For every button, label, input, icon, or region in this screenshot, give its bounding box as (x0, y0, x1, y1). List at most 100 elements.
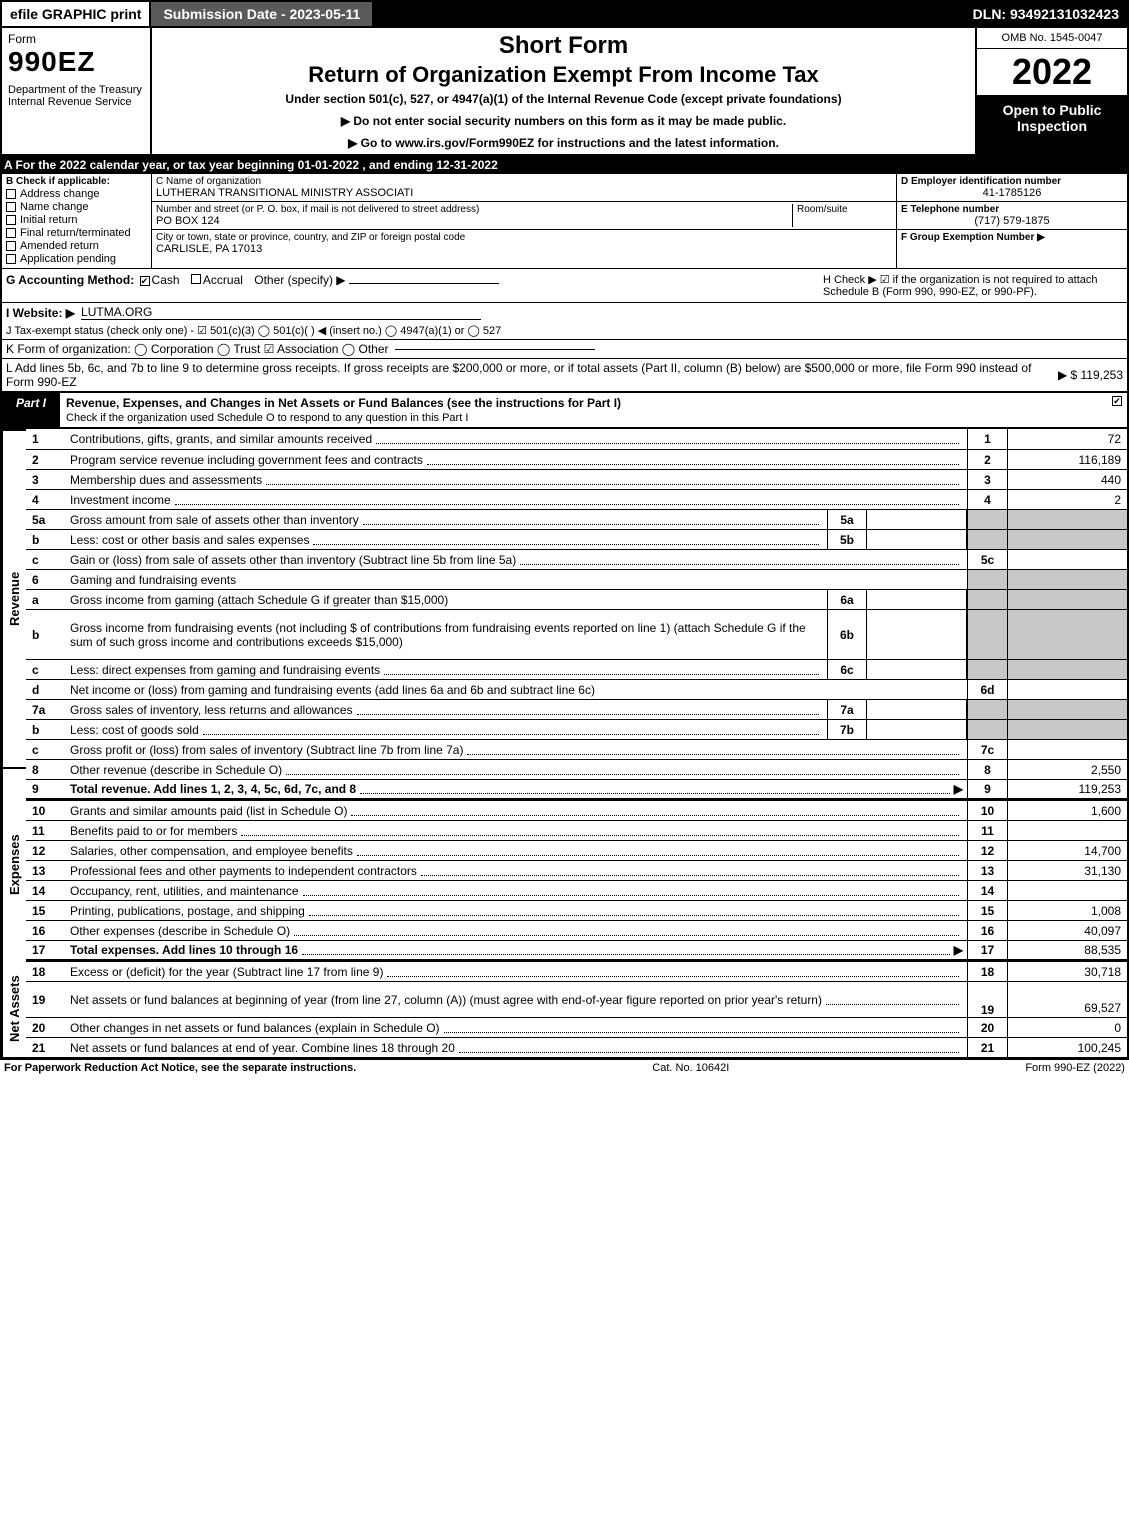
section-j-tax-status: J Tax-exempt status (check only one) - ☑… (0, 322, 1129, 339)
checkbox-icon (6, 241, 16, 251)
street-row: Number and street (or P. O. box, if mail… (152, 202, 896, 230)
mid-value (867, 720, 967, 739)
website-value[interactable]: LUTMA.ORG (81, 305, 481, 320)
dots-leader (459, 1043, 959, 1053)
chk-initial-return[interactable]: Initial return (6, 214, 147, 226)
checkbox-icon (6, 215, 16, 225)
form-header: Form 990EZ Department of the Treasury In… (0, 28, 1129, 156)
mid-value (867, 530, 967, 549)
chk-amended-return[interactable]: Amended return (6, 240, 147, 252)
line-desc: Benefits paid to or for members (66, 821, 967, 840)
tax-year: 2022 (977, 49, 1127, 96)
line-desc: Other revenue (describe in Schedule O) (66, 760, 967, 779)
dots-leader (302, 945, 950, 955)
chk-name-change[interactable]: Name change (6, 201, 147, 213)
desc-text: Occupancy, rent, utilities, and maintena… (70, 884, 299, 898)
line-5b: bLess: cost or other basis and sales exp… (26, 529, 1127, 549)
line-num: b (26, 610, 66, 659)
line-value-gray (1007, 590, 1127, 609)
line-desc: Gaming and fundraising events (66, 570, 967, 589)
desc-text: Benefits paid to or for members (70, 824, 237, 838)
desc-text: Total expenses. Add lines 10 through 16 (70, 943, 298, 957)
netassets-vlabel: Net Assets (2, 961, 26, 1057)
line-ref: 11 (967, 821, 1007, 840)
checkbox-icon (6, 202, 16, 212)
street-value: PO BOX 124 (156, 215, 792, 227)
checkbox-icon (6, 228, 16, 238)
arrow-icon: ▶ (954, 782, 963, 796)
line-value-gray (1007, 530, 1127, 549)
line-num: 16 (26, 921, 66, 940)
desc-text: Less: cost or other basis and sales expe… (70, 533, 309, 547)
desc-text: Membership dues and assessments (70, 473, 262, 487)
line-ref: 16 (967, 921, 1007, 940)
phone-row: E Telephone number (717) 579-1875 (897, 202, 1127, 230)
chk-address-change[interactable]: Address change (6, 188, 147, 200)
line-ref-gray (967, 570, 1007, 589)
mid-ref: 5b (827, 530, 867, 549)
line-num: 11 (26, 821, 66, 840)
dots-leader (175, 495, 959, 505)
line-value: 2 (1007, 490, 1127, 509)
line-value-gray (1007, 610, 1127, 659)
line-num: 20 (26, 1018, 66, 1037)
group-exemption-row: F Group Exemption Number ▶ (897, 230, 1127, 245)
line-num: a (26, 590, 66, 609)
subtitle: Under section 501(c), 527, or 4947(a)(1)… (160, 92, 967, 106)
line-ref: 14 (967, 881, 1007, 900)
accrual-label: Accrual (203, 273, 243, 287)
line-desc: Salaries, other compensation, and employ… (66, 841, 967, 860)
mid-ref: 6c (827, 660, 867, 679)
line-value: 31,130 (1007, 861, 1127, 880)
line-14: 14 Occupancy, rent, utilities, and mainte… (26, 880, 1127, 900)
line-num: c (26, 550, 66, 569)
ein-label: D Employer identification number (901, 176, 1123, 187)
line-value-gray (1007, 570, 1127, 589)
line-ref: 2 (967, 450, 1007, 469)
dots-leader (303, 886, 959, 896)
instructions-link[interactable]: ▶ Go to www.irs.gov/Form990EZ for instru… (160, 136, 967, 150)
line-13: 13Professional fees and other payments t… (26, 860, 1127, 880)
line-ref: 12 (967, 841, 1007, 860)
line-ref: 10 (967, 801, 1007, 820)
chk-application-pending[interactable]: Application pending (6, 253, 147, 265)
line-ref: 3 (967, 470, 1007, 489)
dots-leader (826, 995, 959, 1005)
line-desc: Contributions, gifts, grants, and simila… (66, 429, 967, 449)
dln-label: DLN: 93492131032423 (965, 2, 1127, 26)
dots-leader (520, 555, 959, 565)
other-org-line[interactable] (395, 349, 595, 350)
line-value: 2,550 (1007, 760, 1127, 779)
line-num: 18 (26, 962, 66, 981)
desc-text: Gross income from fundraising events (no… (70, 621, 823, 649)
part-1-checkbox[interactable] (1107, 393, 1127, 427)
line-value: 30,718 (1007, 962, 1127, 981)
mid-value (867, 610, 967, 659)
dots-leader (427, 455, 959, 465)
efile-label[interactable]: efile GRAPHIC print (2, 2, 151, 26)
other-input-line[interactable] (349, 283, 499, 284)
line-desc: Other changes in net assets or fund bala… (66, 1018, 967, 1037)
line-num: 17 (26, 941, 66, 959)
line-num: 15 (26, 901, 66, 920)
dots-leader (294, 926, 959, 936)
line-desc: Professional fees and other payments to … (66, 861, 967, 880)
line-num: 4 (26, 490, 66, 509)
dots-leader (384, 665, 819, 675)
dots-leader (266, 475, 959, 485)
line-15: 15Printing, publications, postage, and s… (26, 900, 1127, 920)
chk-final-return[interactable]: Final return/terminated (6, 227, 147, 239)
line-ref: 8 (967, 760, 1007, 779)
chk-label: Final return/terminated (20, 227, 131, 239)
line-20: 20Other changes in net assets or fund ba… (26, 1017, 1127, 1037)
line-ref: 21 (967, 1038, 1007, 1057)
footer-cat: Cat. No. 10642I (652, 1062, 729, 1074)
city-row: City or town, state or province, country… (152, 230, 896, 257)
form-word: Form (8, 32, 144, 46)
line-desc: Gain or (loss) from sale of assets other… (66, 550, 967, 569)
website-label: I Website: ▶ (6, 306, 75, 320)
street-label: Number and street (or P. O. box, if mail… (156, 204, 792, 215)
line-9: 9Total revenue. Add lines 1, 2, 3, 4, 5c… (26, 779, 1127, 800)
section-g: G Accounting Method: Cash Accrual Other … (6, 273, 823, 298)
line-num: 2 (26, 450, 66, 469)
